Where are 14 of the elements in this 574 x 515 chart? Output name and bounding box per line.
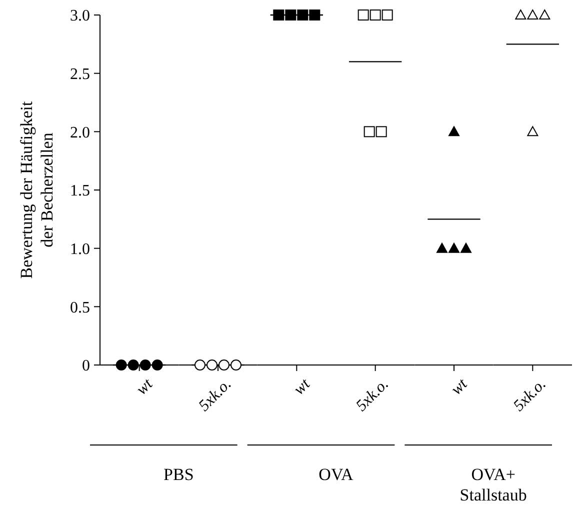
y-tick-label: 1.0: [70, 240, 90, 258]
y-axis-title: Bewertung der Häufigkeit der Becherzellen: [17, 100, 56, 279]
y-tick-label: 0: [82, 358, 90, 375]
x-axis-title: OVA+ Stallstaub: [460, 465, 527, 504]
y-tick-label: 2.0: [70, 124, 90, 142]
y-tick-label: 1.5: [70, 182, 90, 200]
x-tick-label: wt: [290, 375, 314, 398]
x-axis-title: OVA: [318, 465, 354, 484]
y-tick-label: 2.5: [70, 66, 90, 83]
y-tick-label: 3.0: [70, 8, 90, 25]
x-tick-label: wt: [448, 375, 472, 398]
x-axis-title: PBS: [164, 465, 194, 484]
x-tick-label: wt: [133, 375, 156, 398]
y-tick-label: 0.5: [70, 299, 90, 316]
